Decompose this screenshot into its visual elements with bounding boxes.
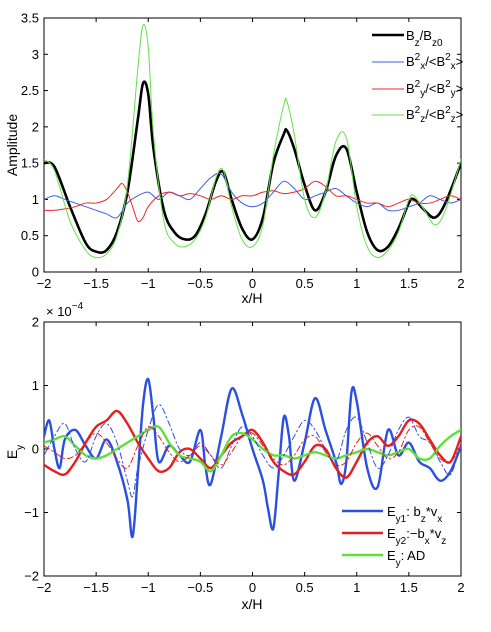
series-line-bottom-ey1-bz-vx <box>44 377 461 538</box>
y-tick-label-bottom: −2 <box>24 569 39 584</box>
x-tick-label-bottom: −2 <box>37 580 52 595</box>
amplitude-panel: −2 −1.5 −1 −0.5 0 0.5 1 1.5 2 0 0.5 1 1.5 2 2.5 3 3.5 x/… <box>4 11 465 307</box>
x-tick-label-bottom: 1 <box>353 580 360 595</box>
series-line-top-bz-bz <box>44 23 461 259</box>
x-tick-label-top: 1 <box>353 276 360 291</box>
series-line-bottom-ey2-bx-vz <box>44 409 461 479</box>
y-tick-label-top: 1.5 <box>21 156 39 171</box>
y-axis-label-bottom: Ey <box>4 445 26 459</box>
x-tick-label-top: 1.5 <box>400 276 418 291</box>
x-axis-label-top: x/H <box>242 290 263 306</box>
series-line-bottom-dashdot-series-3 <box>44 404 461 498</box>
series-lines-top <box>44 23 461 259</box>
series-line-top-by-by <box>44 180 461 223</box>
series-line-bottom-dashdot-series-4 <box>44 425 461 469</box>
y-tick-label-top: 1 <box>32 192 39 207</box>
ticks-bottom: −2 −1.5 −1 −0.5 0 0.5 1 1.5 2 −2 −1 0 1 2 <box>24 315 464 596</box>
plot-frame-top <box>43 17 462 273</box>
x-tick-label-bottom: −1 <box>141 580 156 595</box>
x-tick-label-top: −1.5 <box>83 276 109 291</box>
y-tick-label-top: 3 <box>32 47 39 62</box>
y-tick-label-top: 0.5 <box>21 228 39 243</box>
series-lines-bottom <box>44 377 461 538</box>
y-tick-label-top: 2.5 <box>21 83 39 98</box>
y-tick-label-top: 2 <box>32 119 39 134</box>
x-tick-label-top: −2 <box>37 276 52 291</box>
y-tick-label-bottom: 1 <box>32 378 39 393</box>
y-tick-label-top: 3.5 <box>21 11 39 26</box>
y-tick-label-bottom: −1 <box>24 505 39 520</box>
x-tick-label-top: −0.5 <box>188 276 214 291</box>
series-line-top-bx-bx <box>44 172 461 219</box>
y-tick-label-bottom: 0 <box>32 442 39 457</box>
series-line-bottom-ey-ad <box>44 424 461 473</box>
x-tick-label-bottom: −1.5 <box>83 580 109 595</box>
x-tick-label-bottom: 0.5 <box>296 580 314 595</box>
x-tick-label-bottom: −0.5 <box>188 580 214 595</box>
x-axis-label-bottom: x/H <box>242 596 263 612</box>
x-tick-label-bottom: 1.5 <box>400 580 418 595</box>
x-tick-label-top: 0 <box>249 276 256 291</box>
y-axis-label-top: Amplitude <box>4 114 20 176</box>
x-tick-label-bottom: 0 <box>249 580 256 595</box>
x-tick-label-top: 0.5 <box>296 276 314 291</box>
scale-factor-label: × 10−4 <box>46 301 84 319</box>
ticks-top: −2 −1.5 −1 −0.5 0 0.5 1 1.5 2 0 0.5 1 1.5 2 2.5 3 3.5 <box>21 11 465 292</box>
y-tick-label-top: 0 <box>32 265 39 280</box>
x-tick-label-top: 2 <box>457 276 464 291</box>
y-tick-label-bottom: 2 <box>32 315 39 330</box>
x-tick-label-top: −1 <box>141 276 156 291</box>
x-tick-label-bottom: 2 <box>457 580 464 595</box>
